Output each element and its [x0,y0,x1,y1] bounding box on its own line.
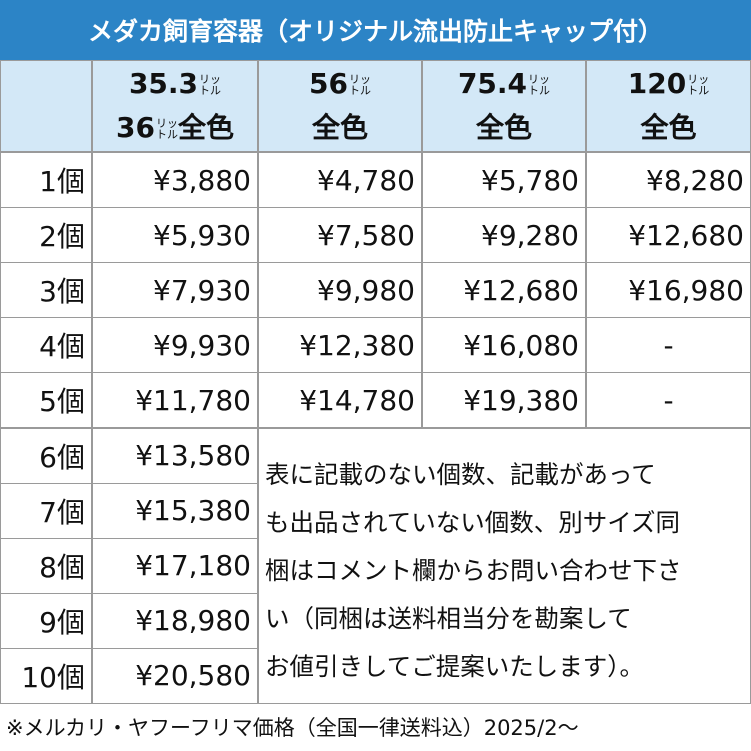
price: ¥7,930 [92,262,258,319]
price: ¥14,780 [258,372,422,429]
column-header: 75.4 リッ トル全色 [422,60,586,152]
unit: リッ トル [199,74,221,96]
unit-part: トル [348,84,371,97]
title: メダカ飼育容器（オリジナル流出防止キャップ付） [0,0,751,60]
price: ¥13,580 [92,427,258,484]
price: ¥5,930 [92,207,258,264]
price: - [586,372,751,429]
amount: 35.3 [128,67,199,100]
header-line: 35.3 リッ トル [129,62,221,106]
color: 全色 [177,111,234,144]
unit: リッ トル [687,74,709,96]
amount: 75.4 [457,67,528,100]
row-label: 1個 [0,152,92,209]
header-line: 120 リッ トル [628,62,709,106]
row-label: 4個 [0,317,92,374]
row-label: 6個 [0,427,92,484]
row-label: 9個 [0,592,92,649]
row-label: 5個 [0,372,92,429]
note: 表に記載のない個数、記載があって も出品されていない個数、別サイズ同 梱はコメント欄… [258,427,751,704]
price: ¥12,680 [586,207,751,264]
unit: リッ トル [349,74,371,96]
unit-part: リッ [687,73,710,86]
color: 全色 [475,111,532,144]
unit-part: トル [199,84,222,97]
header-line: 全色 [312,106,368,150]
row-label: 2個 [0,207,92,264]
price: ¥9,280 [422,207,586,264]
unit-part: トル [528,84,551,97]
note-line: お値引きしてご提案いたします）。 [265,651,645,681]
color: 全色 [640,111,697,144]
price: ¥4,780 [258,152,422,209]
price: ¥15,380 [92,482,258,539]
price: - [586,317,751,374]
amount: 120 [627,67,687,100]
price: ¥16,980 [586,262,751,319]
row-label: 10個 [0,647,92,704]
header-line: 75.4 リッ トル [458,62,550,106]
column-header: 56 リッ トル全色 [258,60,422,152]
unit-part: トル [155,128,178,141]
header-corner [0,60,92,152]
unit-part: リッ [528,73,551,86]
amount: 36 [116,111,155,144]
price: ¥16,080 [422,317,586,374]
header-line: 全色 [476,106,532,150]
unit: リッ トル [156,118,178,140]
row-label: 8個 [0,537,92,594]
column-header: 120 リッ トル全色 [586,60,751,152]
note-line: 表に記載のない個数、記載があって [265,459,656,489]
header-line: 56 リッ トル [309,62,371,106]
price: ¥19,380 [422,372,586,429]
header-line: 36 リッ トル 全色 [116,106,234,150]
price: ¥12,380 [258,317,422,374]
price: ¥18,980 [92,592,258,649]
price: ¥20,580 [92,647,258,704]
price: ¥7,580 [258,207,422,264]
price: ¥9,930 [92,317,258,374]
note-line: 梱はコメント欄からお問い合わせ下さ [265,555,682,585]
row-label: 7個 [0,482,92,539]
price: ¥11,780 [92,372,258,429]
note-line: い（同梱は送料相当分を勘案して [265,603,632,633]
row-label: 3個 [0,262,92,319]
unit-part: リッ [155,117,178,130]
price: ¥12,680 [422,262,586,319]
amount: 56 [309,67,348,100]
unit-part: トル [687,84,710,97]
color: 全色 [311,111,368,144]
price: ¥5,780 [422,152,586,209]
header-line: 全色 [640,106,696,150]
price: ¥8,280 [586,152,751,209]
price: ¥3,880 [92,152,258,209]
column-header: 35.3 リッ トル 36 リッ トル 全色 [92,60,258,152]
unit-part: リッ [348,73,371,86]
unit-part: リッ [199,73,222,86]
note-line: も出品されていない個数、別サイズ同 [265,507,681,537]
price: ¥9,980 [258,262,422,319]
footer: ※メルカリ・ヤフーフリマ価格（全国一律送料込）2025/2～ [6,716,579,740]
price: ¥17,180 [92,537,258,594]
unit: リッ トル [528,74,550,96]
